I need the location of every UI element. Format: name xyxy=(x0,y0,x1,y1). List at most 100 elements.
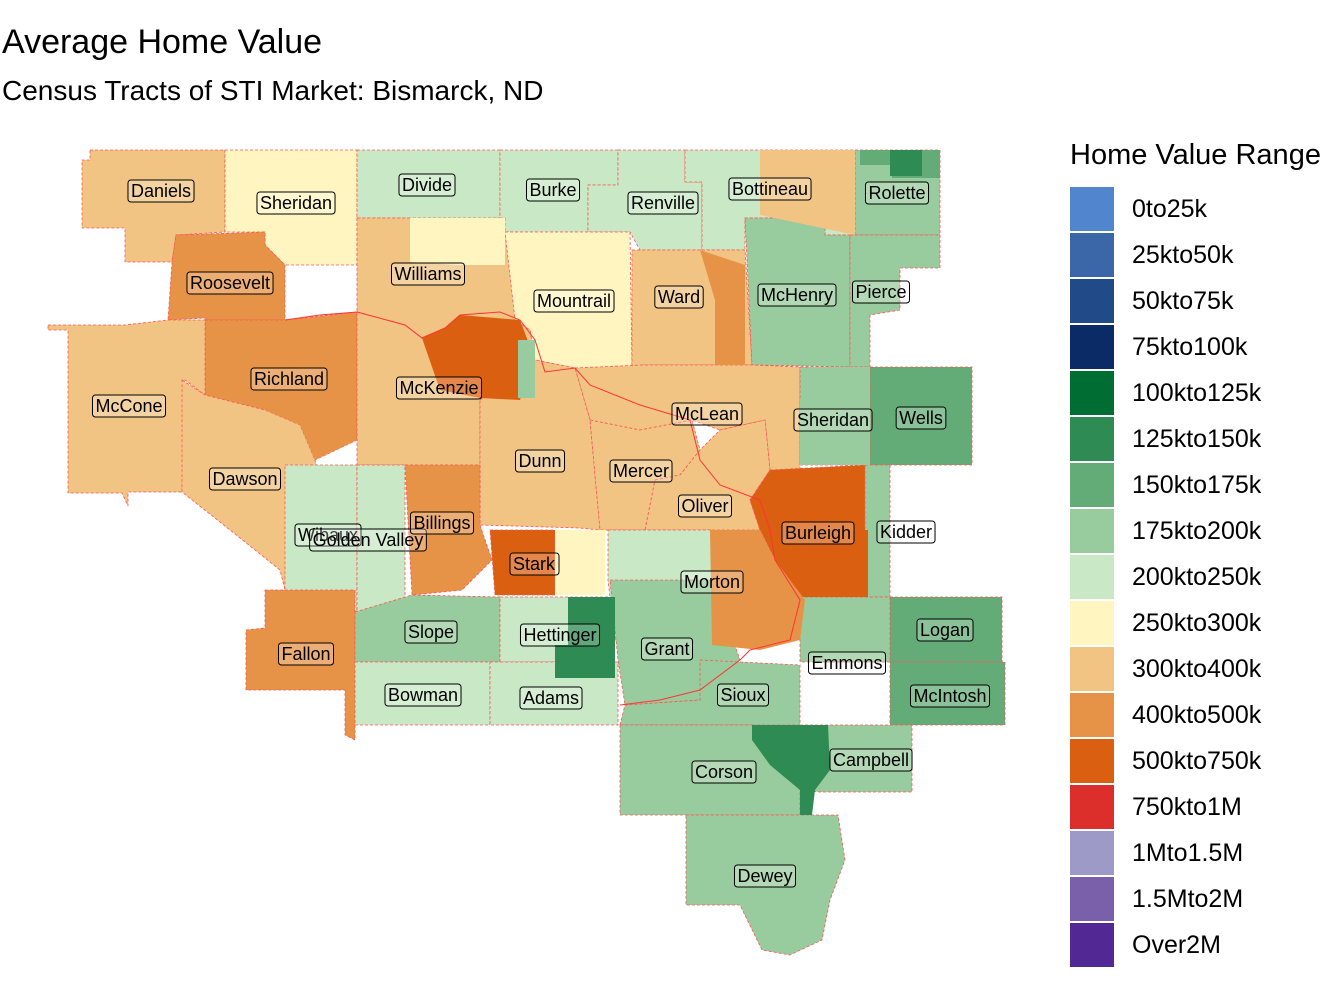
county-label-text: Divide xyxy=(402,175,452,195)
map-title: Average Home Value xyxy=(2,23,323,61)
legend-label: 1Mto1.5M xyxy=(1132,839,1244,867)
county-label: Pierce xyxy=(851,280,911,304)
legend-swatch xyxy=(1070,325,1114,369)
tract-patch xyxy=(792,530,868,597)
legend-swatch xyxy=(1070,923,1114,967)
tract-patch xyxy=(555,530,605,595)
county-label-text: McKenzie xyxy=(399,378,478,398)
county-label-text: Rolette xyxy=(868,183,925,203)
tract-details xyxy=(235,150,940,815)
county-region xyxy=(284,464,358,613)
county-label: Stark xyxy=(509,552,560,576)
county-label-text: Emmons xyxy=(811,653,882,673)
legend-item: 1Mto1.5M xyxy=(1070,830,1261,876)
county-label-text: Wibaux xyxy=(298,525,358,545)
legend-swatch xyxy=(1070,279,1114,323)
legend-label: 750kto1M xyxy=(1132,793,1242,821)
county-label: McLean xyxy=(671,402,743,426)
county-label-text: Wells xyxy=(899,408,943,428)
county-label: Campbell xyxy=(829,748,913,772)
county-label: Mountrail xyxy=(533,289,615,313)
legend-label: Over2M xyxy=(1132,931,1221,959)
county-label: Dewey xyxy=(733,864,797,888)
county-label-text: Renville xyxy=(631,193,695,213)
legend-swatch xyxy=(1070,601,1114,645)
county-label-text: Hettinger xyxy=(523,625,596,645)
legend-item: 1.5Mto2M xyxy=(1070,876,1261,922)
map-subtitle: Census Tracts of STI Market: Bismarck, N… xyxy=(2,75,544,106)
legend-item: 50kto75k xyxy=(1070,278,1261,324)
tract-patch xyxy=(555,597,615,678)
county-regions xyxy=(47,149,1006,956)
county-label-text: Burke xyxy=(529,180,576,200)
legend-label: 0to25k xyxy=(1132,195,1208,223)
county-label: Sheridan xyxy=(793,408,873,432)
county-label-text: Mountrail xyxy=(537,291,611,311)
legend-label: 500kto750k xyxy=(1132,747,1262,775)
legend-swatch xyxy=(1070,187,1114,231)
county-label-text: Campbell xyxy=(833,750,909,770)
county-label-text: Oliver xyxy=(681,496,728,516)
county-region xyxy=(81,149,226,263)
county-label-text: Adams xyxy=(523,688,579,708)
river-line xyxy=(284,311,801,706)
legend-label: 150kto175k xyxy=(1132,471,1262,499)
county-region xyxy=(47,319,206,507)
legend-label: 125kto150k xyxy=(1132,425,1262,453)
legend-swatch xyxy=(1070,509,1114,553)
legend: 0to25k 25kto50k 50kto75k 75kto100k 100kto125… xyxy=(1070,186,1261,968)
tract-patch xyxy=(518,340,535,398)
county-label: Ward xyxy=(654,285,704,309)
legend-swatch xyxy=(1070,555,1114,599)
county-label: Bottineau xyxy=(728,177,812,201)
county-label-text: Dawson xyxy=(212,469,277,489)
county-label: Bowman xyxy=(384,683,462,707)
county-label-text: Burleigh xyxy=(785,523,851,543)
county-label-text: Richland xyxy=(254,369,324,389)
legend-label: 50kto75k xyxy=(1132,287,1234,315)
county-label: Kidder xyxy=(876,520,936,544)
legend-swatch xyxy=(1070,371,1114,415)
legend-swatch xyxy=(1070,463,1114,507)
county-label-text: Bottineau xyxy=(732,179,808,199)
tract-patch xyxy=(710,530,805,650)
county-region xyxy=(889,661,1006,726)
county-label: Burleigh xyxy=(781,521,855,545)
county-label-text: Sheridan xyxy=(260,193,332,213)
county-label-text: Golden Valley xyxy=(313,530,424,550)
county-label-text: Sheridan xyxy=(797,410,869,430)
legend-swatch xyxy=(1070,647,1114,691)
county-label: Sheridan xyxy=(256,191,336,215)
county-label-text: McLean xyxy=(675,404,739,424)
county-label: Adams xyxy=(519,686,583,710)
tract-patch xyxy=(700,250,745,365)
county-label: Hettinger xyxy=(519,623,601,647)
legend-item: 75kto100k xyxy=(1070,324,1261,370)
legend-item: 250kto300k xyxy=(1070,600,1261,646)
county-label: Logan xyxy=(916,618,974,642)
tract-patch xyxy=(422,315,535,400)
tract-patch xyxy=(890,150,922,176)
legend-swatch xyxy=(1070,831,1114,875)
legend-label: 200kto250k xyxy=(1132,563,1262,591)
legend-swatch xyxy=(1070,693,1114,737)
county-label: Golden Valley xyxy=(309,528,427,552)
county-label: McKenzie xyxy=(395,376,483,400)
county-label: Grant xyxy=(640,637,694,661)
county-label: Renville xyxy=(627,191,699,215)
legend-swatch xyxy=(1070,739,1114,783)
legend-title: Home Value Range xyxy=(1070,139,1321,171)
county-label: Fallon xyxy=(277,642,335,666)
county-label: Morton xyxy=(680,570,744,594)
county-label-text: Grant xyxy=(644,639,689,659)
legend-item: 175kto200k xyxy=(1070,508,1261,554)
county-label-text: Kidder xyxy=(880,522,932,542)
county-label-text: McIntosh xyxy=(913,686,986,706)
county-label: Dunn xyxy=(514,449,566,473)
legend-label: 25kto50k xyxy=(1132,241,1234,269)
tract-patch xyxy=(752,725,830,815)
county-label: Divide xyxy=(398,173,456,197)
county-labels: Daniels Sheridan Divide Burke Renville Bottin… xyxy=(91,173,991,888)
county-label: McIntosh xyxy=(909,684,991,708)
county-label-text: Williams xyxy=(395,264,462,284)
